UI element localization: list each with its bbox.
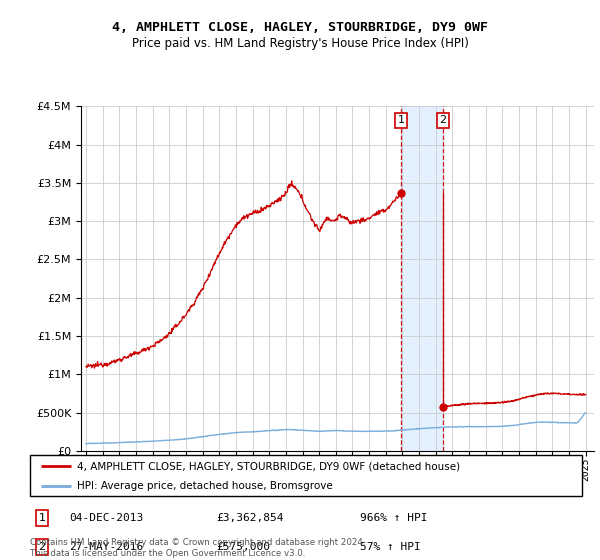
Text: Price paid vs. HM Land Registry's House Price Index (HPI): Price paid vs. HM Land Registry's House … — [131, 37, 469, 50]
Text: £575,000: £575,000 — [216, 542, 270, 552]
Text: 1: 1 — [398, 115, 404, 125]
Text: HPI: Average price, detached house, Bromsgrove: HPI: Average price, detached house, Brom… — [77, 480, 332, 491]
FancyBboxPatch shape — [30, 455, 582, 496]
Bar — [401, 106, 443, 451]
Text: 966% ↑ HPI: 966% ↑ HPI — [360, 513, 427, 523]
Text: £3,362,854: £3,362,854 — [216, 513, 284, 523]
Text: 27-MAY-2016: 27-MAY-2016 — [69, 542, 143, 552]
Text: 2: 2 — [38, 542, 46, 552]
Text: 04-DEC-2013: 04-DEC-2013 — [69, 513, 143, 523]
Text: Contains HM Land Registry data © Crown copyright and database right 2024.
This d: Contains HM Land Registry data © Crown c… — [30, 538, 365, 558]
Text: 57% ↑ HPI: 57% ↑ HPI — [360, 542, 421, 552]
Text: 2: 2 — [439, 115, 446, 125]
Text: 4, AMPHLETT CLOSE, HAGLEY, STOURBRIDGE, DY9 0WF: 4, AMPHLETT CLOSE, HAGLEY, STOURBRIDGE, … — [112, 21, 488, 34]
Text: 4, AMPHLETT CLOSE, HAGLEY, STOURBRIDGE, DY9 0WF (detached house): 4, AMPHLETT CLOSE, HAGLEY, STOURBRIDGE, … — [77, 461, 460, 471]
Text: 1: 1 — [38, 513, 46, 523]
